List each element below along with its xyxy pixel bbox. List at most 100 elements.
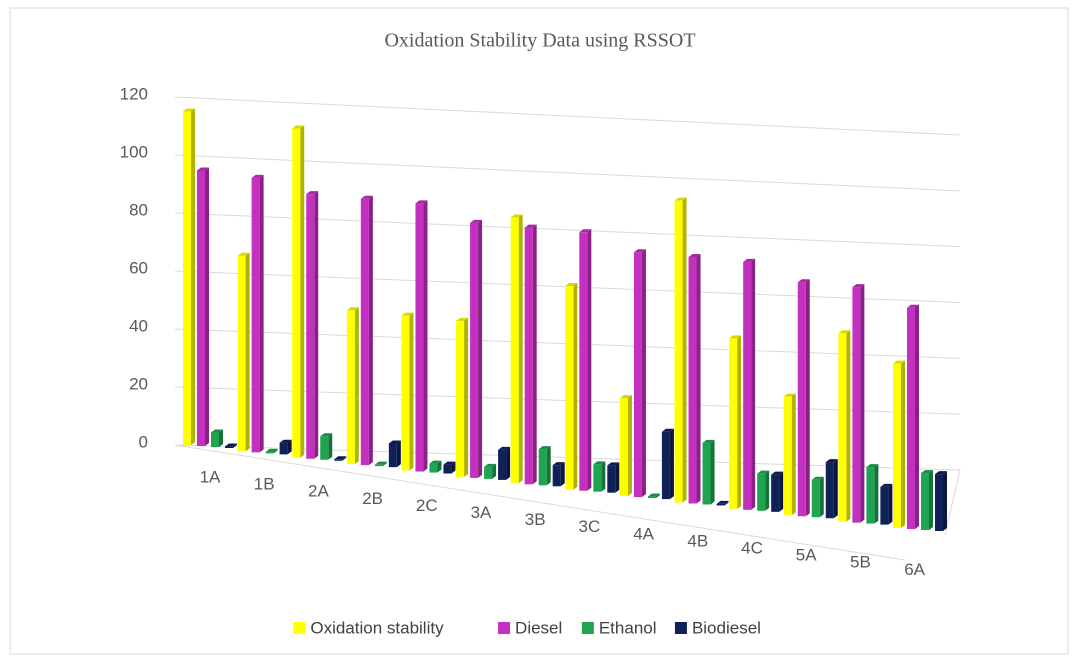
bar [510, 217, 519, 484]
bar-top [907, 304, 919, 308]
bar-top [633, 249, 646, 253]
bar-side [860, 284, 865, 523]
grid-line [174, 96, 961, 136]
bar [838, 333, 847, 522]
bar [743, 261, 752, 510]
bar-top [921, 470, 933, 474]
floor-edge [174, 444, 906, 561]
bar-side [737, 335, 742, 509]
bar [265, 451, 274, 454]
y-tick-label: 60 [129, 258, 148, 277]
bar-top [811, 476, 824, 480]
bar [619, 398, 628, 497]
bar-top [538, 446, 551, 450]
legend-swatch [674, 622, 687, 634]
bar-side [314, 191, 319, 459]
bar [674, 200, 683, 503]
x-tick-label: 4C [741, 538, 763, 557]
bar-top [716, 500, 729, 504]
x-tick-label: 2C [416, 496, 438, 515]
legend-swatch [581, 622, 594, 634]
bar-side [751, 258, 756, 510]
x-tick-label: 1A [200, 467, 221, 486]
bar [757, 473, 766, 511]
bar-side [219, 429, 223, 447]
bar-top [702, 439, 715, 443]
bar-side [464, 317, 469, 477]
bar-top [729, 335, 742, 339]
bar-side [259, 174, 264, 453]
bar-top [346, 307, 359, 311]
bar [443, 464, 452, 474]
x-tick-label: 1B [254, 475, 275, 494]
bar-side [205, 167, 209, 446]
bar-side [929, 470, 933, 530]
bar [456, 320, 465, 477]
bar-top [498, 446, 511, 450]
x-tick-label: 5A [796, 546, 817, 565]
bar-top [443, 461, 456, 465]
bar-side [641, 249, 646, 498]
bar [893, 363, 901, 528]
y-tick-label: 20 [129, 374, 148, 393]
bar-side [532, 224, 537, 485]
bar-top [579, 229, 592, 233]
bar [866, 467, 875, 524]
bar [484, 466, 493, 479]
bar [565, 286, 574, 490]
bar-side [478, 219, 483, 478]
bar-top [197, 167, 209, 171]
bar-side [833, 459, 838, 519]
bar-top [279, 439, 292, 443]
bar [292, 128, 301, 458]
legend-label: Diesel [515, 618, 562, 637]
bar [374, 464, 383, 467]
bar-top [374, 461, 387, 465]
grid-line [174, 154, 961, 192]
bar [237, 255, 246, 452]
bar-side [245, 252, 250, 452]
bar-top [674, 197, 687, 201]
bar-top [743, 258, 756, 262]
bar-top [771, 471, 784, 475]
bar [607, 465, 616, 493]
bar [633, 252, 642, 498]
bar [771, 474, 780, 512]
bar [811, 479, 820, 518]
bar [524, 227, 533, 485]
bar-side [874, 464, 879, 524]
bar [388, 443, 397, 468]
bar-side [682, 197, 687, 503]
bar [211, 432, 219, 447]
bar [320, 436, 329, 460]
bar [825, 462, 834, 519]
bar-side [943, 471, 947, 531]
bar [538, 449, 547, 486]
bar [593, 464, 602, 492]
bar [360, 198, 369, 466]
bar [579, 232, 588, 491]
bar-top [661, 428, 674, 432]
bar-top [225, 443, 237, 447]
bar-top [334, 456, 347, 460]
y-tick-label: 100 [120, 142, 148, 161]
bar [552, 465, 561, 487]
bar-side [587, 229, 592, 491]
bar [415, 203, 424, 472]
bar-top [360, 195, 373, 199]
bar-top [456, 317, 469, 321]
bar-top [251, 174, 264, 178]
bar-top [183, 108, 195, 112]
x-tick-label: 6A [904, 560, 925, 579]
bar-top [401, 312, 414, 316]
bar [852, 287, 861, 523]
bar [251, 177, 260, 453]
bar [688, 257, 697, 504]
bar-top [647, 493, 660, 497]
bar-side [451, 461, 456, 474]
bar [921, 473, 929, 530]
bar-top [388, 440, 401, 444]
bar-top [211, 429, 223, 433]
bar [183, 111, 191, 445]
bar-side [273, 448, 278, 454]
